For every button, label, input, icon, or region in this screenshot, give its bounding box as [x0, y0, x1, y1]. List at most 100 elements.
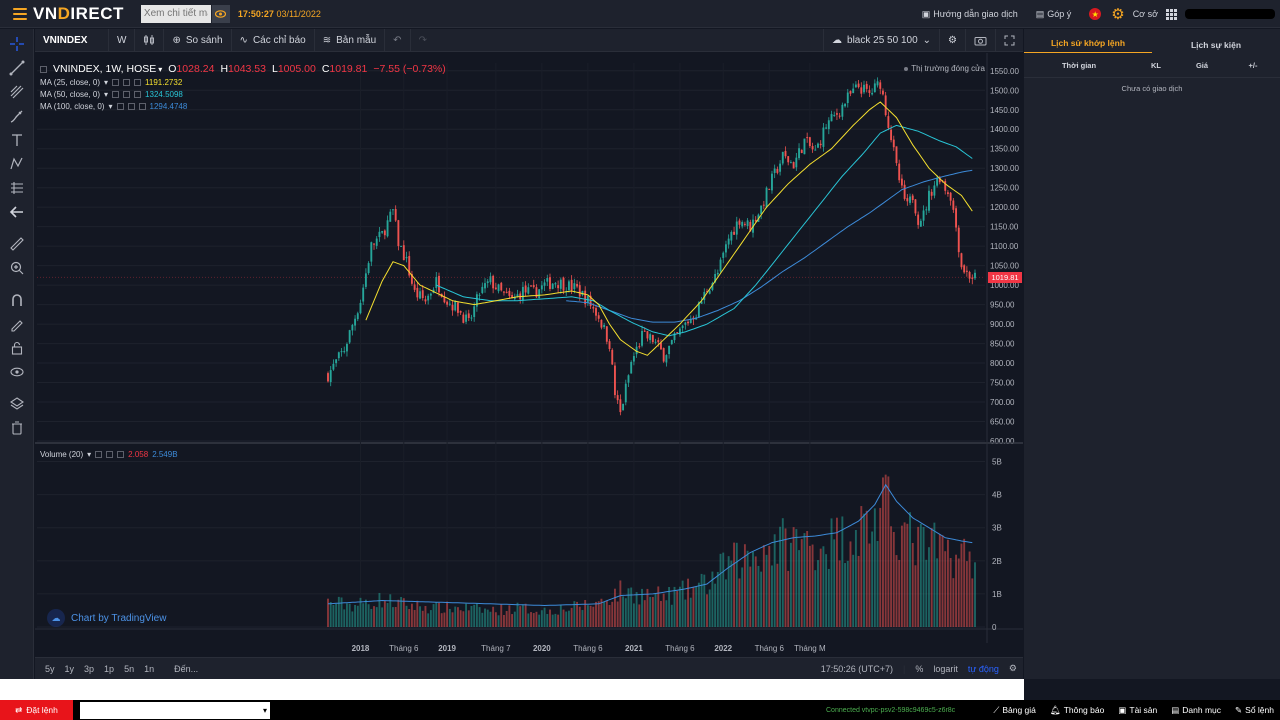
volume-legend[interactable]: Volume (20) ▾ 2.058 2.549B [40, 450, 178, 459]
range-button-1n[interactable]: 1n [144, 663, 155, 674]
order-book-link[interactable]: ✎ Sổ lệnh [1235, 704, 1274, 716]
candle-body [614, 365, 616, 396]
eye-icon[interactable] [211, 4, 230, 23]
series-dropdown-icon[interactable]: ▾ [158, 64, 163, 74]
trading-guide-link[interactable]: ▣ Hướng dẫn giao dịch [921, 8, 1018, 20]
candle-body [714, 274, 717, 283]
notifications-link[interactable]: 🔔︎ Thông báo [1049, 704, 1105, 716]
trash-icon[interactable] [0, 416, 34, 440]
scale-settings-icon[interactable]: ⚙ [1008, 663, 1017, 673]
range-button-5y[interactable]: 5y [45, 663, 55, 674]
range-button-1y[interactable]: 1y [64, 663, 75, 674]
indicators-button[interactable]: ∿ Các chỉ báo [232, 28, 315, 52]
menu-icon[interactable] [13, 7, 27, 20]
candle-body [549, 277, 551, 289]
apps-grid-icon[interactable] [1166, 8, 1177, 20]
percent-scale-toggle[interactable]: % [915, 663, 924, 674]
range-button-1p[interactable]: 1p [104, 663, 115, 674]
layers-icon[interactable] [0, 392, 34, 416]
ma100-legend[interactable]: MA (100, close, 0) ▾ 1294.4748 [40, 102, 188, 111]
range-button-3p[interactable]: 3p [84, 663, 95, 674]
back-arrow-icon[interactable] [0, 200, 34, 224]
price-chart[interactable]: 1550.00 1500.00 1450.00 1400.00 1350.00 1300.… [35, 53, 1023, 657]
tab-match-history[interactable]: Lịch sử khớp lệnh [1024, 38, 1152, 53]
chart-settings-button[interactable]: ⚙ [940, 29, 966, 52]
text-tool-icon[interactable] [0, 128, 34, 152]
right-panel: Lịch sử khớp lệnh Lịch sự kiện Thời gian… [1024, 29, 1280, 679]
magnet-icon[interactable] [0, 288, 34, 312]
feedback-link[interactable]: ▤ Góp ý [1035, 8, 1072, 20]
volume-bar [400, 596, 403, 627]
chart-area[interactable]: 1550.00 1500.00 1450.00 1400.00 1350.00 1300.… [35, 53, 1023, 657]
compare-button[interactable]: ⊕ So sánh [164, 28, 232, 52]
brush-icon[interactable] [0, 104, 34, 128]
stock-search-input[interactable] [140, 4, 211, 23]
user-account-redacted[interactable] [1185, 9, 1275, 19]
volume-bar [892, 531, 895, 627]
crosshair-icon[interactable] [0, 32, 34, 56]
settings-gear-icon[interactable]: ⚙ [1111, 6, 1125, 23]
candle-body [551, 283, 554, 289]
ruler-icon[interactable] [0, 232, 34, 256]
place-order-button[interactable]: ⇄ Đặt lệnh [0, 700, 73, 720]
volume-bar [697, 582, 700, 627]
candle-body [327, 373, 329, 382]
logo[interactable]: VNDIRECT [33, 3, 124, 23]
log-scale-toggle[interactable]: logarit [933, 663, 958, 674]
templates-button[interactable]: ≋ Bản mẫu [315, 28, 386, 52]
pitchfork-icon[interactable] [0, 80, 34, 104]
timezone-clock[interactable]: 17:50:26 (UTC+7) [820, 663, 893, 674]
stay-drawing-icon[interactable] [0, 312, 34, 336]
volume-bar [619, 580, 622, 627]
goto-date-button[interactable]: Đến... [174, 663, 199, 674]
collapse-legend-icon[interactable] [40, 65, 47, 73]
tab-events-calendar[interactable]: Lịch sự kiện [1190, 40, 1242, 50]
pattern-icon[interactable] [0, 152, 34, 176]
volume-bar [854, 530, 857, 627]
vietnam-flag-icon[interactable]: ★ [1089, 8, 1102, 20]
base-market-label[interactable]: Cơ sở [1132, 9, 1158, 19]
visibility-icon[interactable] [0, 360, 34, 384]
account-select[interactable]: ▾ [80, 701, 270, 719]
candle-body [733, 231, 736, 235]
volume-bar [706, 594, 708, 627]
trend-line-icon[interactable] [0, 56, 34, 80]
auto-scale-toggle[interactable]: tự động [967, 663, 999, 674]
volume-bar [475, 603, 478, 627]
ma50-legend[interactable]: MA (50, close, 0) ▾ 1324.5098 [40, 90, 183, 99]
candle-body [649, 334, 652, 341]
series-title[interactable]: VNINDEX, 1W, HOSE [53, 63, 157, 75]
candle-body [800, 149, 803, 154]
candle-body [817, 143, 819, 148]
volume-bar [871, 531, 874, 627]
volume-bar [738, 578, 741, 627]
candle-body [408, 256, 411, 276]
candle-type-button[interactable] [135, 28, 165, 52]
volume-bar [465, 603, 468, 627]
theme-selector[interactable]: ☁ black 25 50 100 ⌄ [823, 29, 941, 52]
lock-icon[interactable] [0, 336, 34, 360]
candle-body [833, 114, 836, 116]
candle-body [513, 296, 516, 300]
candle-body [538, 289, 541, 299]
volume-bar [592, 606, 595, 627]
assets-link[interactable]: ▣ Tài sản [1118, 704, 1158, 716]
redo-button[interactable]: ↷ [418, 34, 427, 46]
ma25-legend[interactable]: MA (25, close, 0) ▾ 1191.2732 [40, 78, 183, 87]
candle-body [779, 163, 782, 172]
interval-selector[interactable]: W [109, 28, 136, 52]
candle-body [567, 281, 570, 291]
tradingview-attribution[interactable]: ☁ Chart by TradingView [47, 609, 166, 627]
range-button-5n[interactable]: 5n [124, 663, 135, 674]
prediction-icon[interactable] [0, 176, 34, 200]
undo-button[interactable]: ↶ [385, 28, 411, 52]
volume-bar [389, 594, 392, 627]
portfolio-link[interactable]: ▤ Danh mục [1171, 704, 1222, 716]
price-tick-label: 1500.00 [990, 86, 1019, 95]
volume-bar [335, 603, 338, 627]
camera-icon[interactable] [966, 29, 996, 52]
symbol-selector[interactable]: VNINDEX [35, 28, 109, 52]
zoom-in-icon[interactable] [0, 256, 34, 280]
price-board-link[interactable]: ⟋ Bảng giá [993, 704, 1036, 716]
fullscreen-icon[interactable] [996, 29, 1023, 52]
